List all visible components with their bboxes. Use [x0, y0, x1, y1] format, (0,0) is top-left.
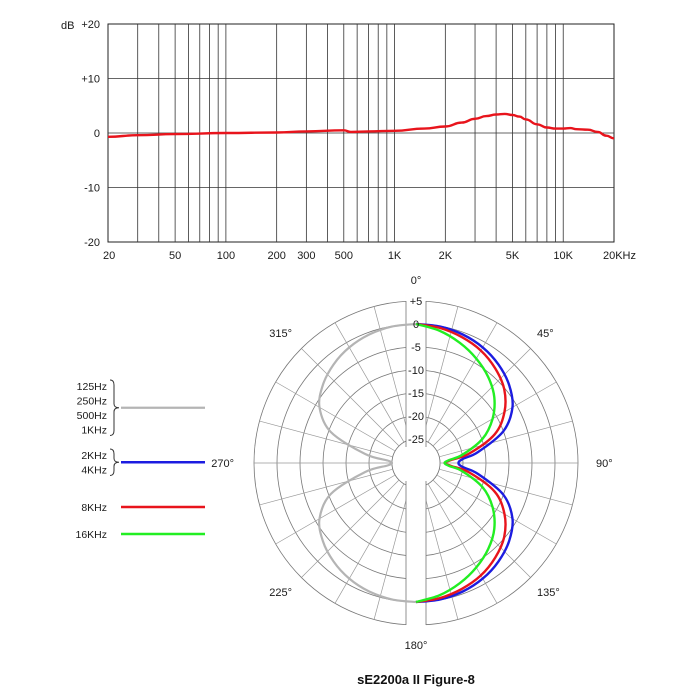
polar-spoke — [301, 348, 400, 447]
legend-label: 4KHz — [81, 465, 107, 477]
legend-brace — [109, 379, 120, 436]
fr-x-tick-label: 2K — [439, 250, 453, 262]
fr-series — [107, 112, 615, 140]
chart-title: sE2200a II Figure-8 — [357, 672, 475, 687]
legend-brace — [109, 448, 120, 476]
polar-spoke — [373, 486, 411, 620]
polar-spoke — [373, 306, 411, 440]
polar-spoke — [436, 381, 557, 452]
fr-x-tick-labels: 20 50 100 200 300 500 1K 2K 5K 10K 20KHz — [103, 250, 636, 262]
fr-y-tick-label: 0 — [94, 128, 100, 140]
polar-r-tick-label: -15 — [408, 388, 424, 400]
polar-spoke — [436, 474, 557, 545]
polar-r-tick-labels: +5 0 -5 -10 -15 -20 -25 — [408, 296, 424, 446]
legend-label: 1KHz — [81, 425, 107, 437]
legend: 125Hz 250Hz 500Hz 1KHz 2KHz 4KHz 8KHz 16KHz — [75, 379, 205, 541]
fr-x-tick-label: 1K — [388, 250, 402, 262]
polar-spoke — [439, 468, 573, 506]
fr-x-tick-label: 500 — [335, 250, 353, 262]
fr-x-tick-label: 20KHz — [603, 250, 636, 262]
polar-spoke — [439, 420, 573, 458]
polar-series — [318, 322, 514, 604]
polar-r-tick-label: -20 — [408, 411, 424, 423]
fr-x-tick-label: 20 — [103, 250, 115, 262]
polar-r-tick-label: -5 — [411, 342, 421, 354]
polar-angle-label: 135° — [537, 587, 560, 599]
fr-y-axis-label: dB — [61, 20, 74, 32]
polar-spoke — [275, 381, 396, 452]
polar-angle-labels: 0° 45° 90° 135° 180° 225° 270° 315° — [211, 275, 612, 652]
legend-label: 125Hz — [77, 381, 107, 393]
polar-angle-label: 90° — [596, 458, 613, 470]
polar-pattern-curve — [318, 322, 417, 604]
polar-r-tick-label: -10 — [408, 365, 424, 377]
polar-axis-channel-top — [406, 299, 426, 451]
polar-spoke — [432, 479, 531, 578]
polar-r-tick-label: -25 — [408, 434, 424, 446]
legend-label: 16KHz — [75, 529, 107, 541]
fr-x-tick-label: 100 — [217, 250, 235, 262]
fr-y-tick-label: -20 — [84, 237, 100, 249]
fr-grid — [107, 23, 615, 243]
polar-spoke — [427, 483, 498, 604]
legend-label: 500Hz — [77, 410, 107, 422]
polar-angle-label: 180° — [405, 640, 428, 652]
polar-angle-label: 45° — [537, 328, 554, 340]
fr-x-tick-label: 300 — [297, 250, 315, 262]
legend-label: 8KHz — [81, 502, 107, 514]
fr-y-tick-label: -10 — [84, 183, 100, 195]
legend-label: 2KHz — [81, 450, 107, 462]
polar-spoke — [275, 474, 396, 545]
polar-spoke — [334, 322, 405, 443]
polar-spoke — [259, 468, 393, 506]
fr-x-tick-label: 200 — [267, 250, 285, 262]
polar-angle-label: 270° — [211, 458, 234, 470]
polar-spoke — [421, 306, 459, 440]
polar-spoke — [334, 483, 405, 604]
polar-axis-channel-bottom — [406, 481, 426, 627]
polar-angle-label: 315° — [269, 328, 292, 340]
frequency-response-chart: +20+100-10-20 20 50 100 200 300 500 1K 2K 5K 10K 2… — [61, 19, 636, 262]
polar-spoke — [421, 486, 459, 620]
polar-r-tick-label: 0 — [413, 319, 419, 331]
polar-grid — [253, 299, 579, 627]
polar-pattern-curve — [415, 322, 514, 604]
polar-spoke — [301, 479, 400, 578]
fr-x-tick-label: 50 — [169, 250, 181, 262]
fr-y-tick-label: +10 — [81, 74, 100, 86]
fr-x-tick-label: 5K — [506, 250, 520, 262]
fr-response-curve — [107, 112, 615, 140]
fr-x-tick-label: 10K — [553, 250, 573, 262]
polar-angle-label: 225° — [269, 587, 292, 599]
fr-y-tick-labels: +20 +10 0 -10 -20 — [81, 19, 100, 249]
polar-spoke — [432, 348, 531, 447]
polar-angle-label: 0° — [411, 275, 422, 287]
polar-pattern-chart: +5 0 -5 -10 -15 -20 -25 0° 45° 90° 135° 180° 225° 27… — [211, 275, 612, 652]
polar-r-tick-label: +5 — [410, 296, 423, 308]
polar-spoke — [259, 420, 393, 458]
legend-label: 250Hz — [77, 396, 107, 408]
polar-spoke — [427, 322, 498, 443]
fr-y-tick-label: +20 — [81, 19, 100, 31]
polar-pattern-curve — [415, 322, 496, 604]
